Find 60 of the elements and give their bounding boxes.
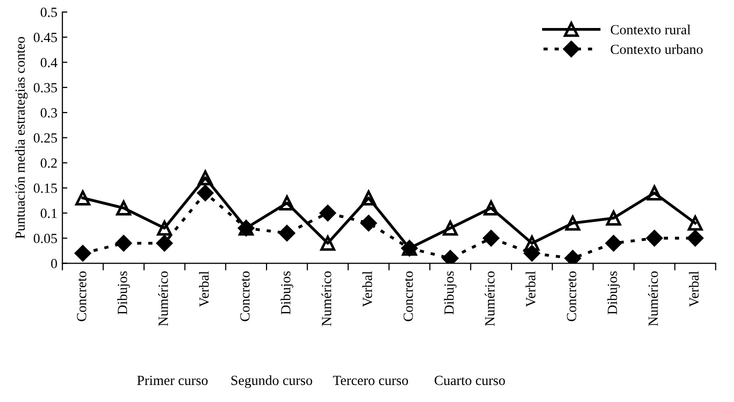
x-tick-label: Dibujos (117, 271, 130, 314)
point (361, 190, 376, 206)
x-tick-label: Numérico (321, 271, 332, 326)
y-tick-label: 0.25 (34, 133, 57, 143)
point (524, 236, 540, 251)
point (198, 170, 213, 186)
point (75, 190, 90, 206)
y-tick-label: 0.05 (34, 234, 57, 244)
y-tick-label: 0.3 (40, 108, 57, 118)
x-tick-label: Verbal (198, 271, 209, 307)
point (156, 235, 173, 252)
point (74, 245, 91, 262)
x-tick-label: Verbal (362, 271, 372, 307)
x-tick-label: Concreto (404, 271, 413, 322)
point (360, 214, 377, 232)
point (320, 236, 336, 251)
x-tick-label: Concreto (240, 271, 250, 322)
point (320, 204, 336, 222)
y-tick-label: 0.15 (34, 184, 57, 193)
legend-label: Contexto rural (610, 24, 691, 34)
legend-label: Contexto urbano (610, 44, 703, 54)
point (484, 200, 499, 216)
y-tick-label: 0.45 (34, 32, 57, 42)
text: Segundo curso (231, 375, 312, 388)
y-axis-title: Puntuación media estrategias conteo (15, 36, 28, 239)
y-tick-label: 0.1 (40, 208, 57, 218)
x-tick-label: Concreto (76, 271, 86, 322)
point (278, 225, 296, 242)
y-tick-label: 0.4 (40, 58, 58, 68)
point (116, 235, 132, 252)
x-tick-label: Verbal (688, 271, 699, 307)
point (197, 184, 214, 202)
point (156, 220, 172, 236)
point (606, 210, 622, 226)
text: Primer curso (137, 376, 208, 386)
x-tick-label: Numérico (484, 271, 495, 326)
point (646, 185, 662, 200)
point (605, 235, 622, 252)
point (116, 200, 132, 216)
point (688, 216, 703, 231)
text: Tercero curso (333, 376, 408, 386)
x-tick-label: Numérico (648, 271, 658, 326)
x-tick-label: Verbal (526, 271, 536, 307)
x-tick-label: Dibujos (607, 271, 620, 314)
y-tick-label: 0 (51, 258, 57, 268)
point (279, 196, 294, 211)
x-tick-label: Dibujos (280, 271, 294, 314)
point (482, 230, 500, 246)
y-tick-label: 0.2 (40, 158, 57, 168)
point (646, 230, 663, 246)
point (687, 230, 704, 246)
y-tick-label: 0.5 (40, 8, 57, 18)
point (565, 216, 580, 231)
x-tick-label: Dibujos (444, 271, 457, 314)
point (442, 220, 458, 236)
text: Cuarto curso (434, 376, 505, 386)
x-tick-label: Numérico (158, 271, 168, 326)
point (524, 245, 540, 262)
x-tick-label: Concreto (566, 271, 576, 322)
y-tick-label: 0.35 (34, 83, 57, 92)
